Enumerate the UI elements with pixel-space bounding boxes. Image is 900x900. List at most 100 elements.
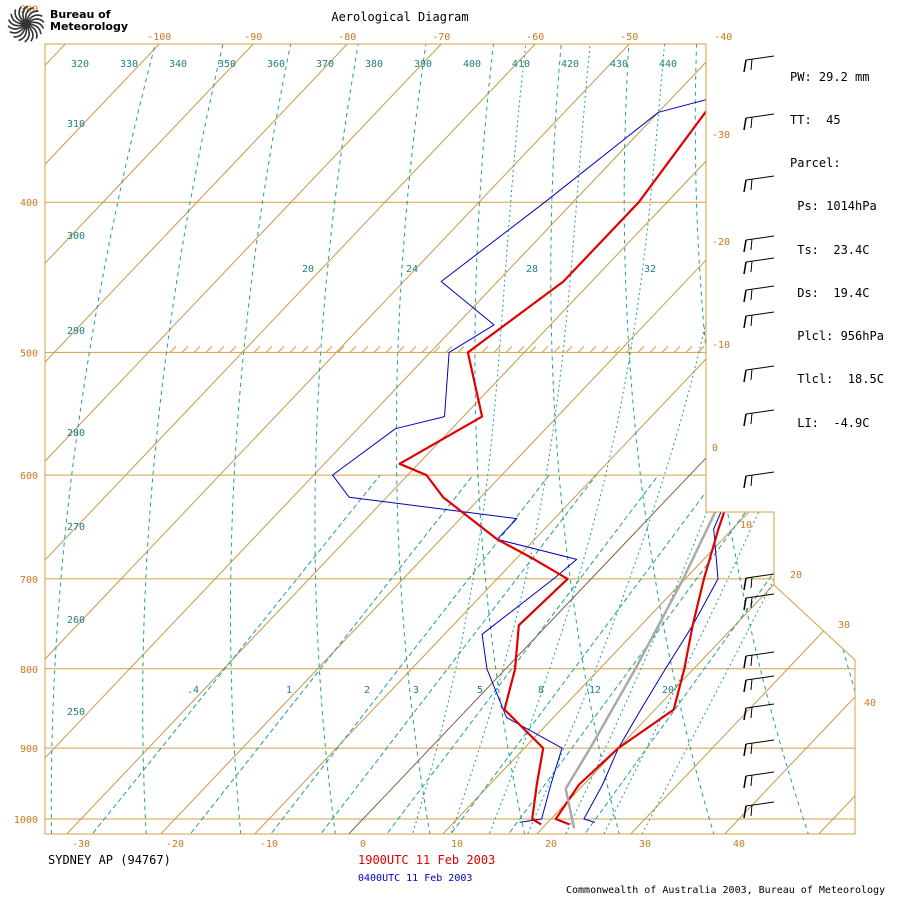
mixing-ratio-line <box>571 474 845 834</box>
wind-barb-flag <box>743 775 747 789</box>
dry-adiabat <box>230 44 565 834</box>
isobar-hatch <box>565 346 573 353</box>
isobar-hatch <box>229 346 237 353</box>
diagram-grid <box>45 44 855 834</box>
mixing-ratio-label: 2 <box>364 685 370 696</box>
sounding-primary-dewpoint <box>398 44 855 826</box>
isotherm <box>237 44 855 834</box>
wind-barb-feather <box>750 774 753 787</box>
isobar-hatch <box>421 346 429 353</box>
temp-label-right: -10 <box>712 340 730 351</box>
temp-label-top: -80 <box>338 32 356 43</box>
wind-barb <box>745 409 775 415</box>
wind-barb-feather <box>750 654 753 667</box>
theta-label: 330 <box>120 59 138 70</box>
wind-barb <box>745 257 775 263</box>
isotherm <box>425 44 855 834</box>
wind-barb-feather <box>750 238 753 251</box>
pressure-label: 900 <box>20 744 38 755</box>
temp-label-right: 20 <box>790 570 802 581</box>
legend-secondary-run: 0400UTC 11 Feb 2003 <box>358 873 473 884</box>
isobar-hatch <box>337 346 345 353</box>
dry-adiabat <box>474 44 706 834</box>
dry-adiabat <box>550 44 754 834</box>
mixing-ratio-line <box>256 474 550 834</box>
temp-label-bottom: 40 <box>733 839 745 850</box>
isobar-hatch <box>325 346 333 353</box>
wind-barb <box>745 311 775 317</box>
wind-barb-flag <box>743 805 747 819</box>
isotherm <box>45 44 855 834</box>
wind-barb-feather <box>750 596 753 609</box>
temp-label-top: -40 <box>714 32 732 43</box>
theta-label: 420 <box>561 59 579 70</box>
copyright-notice: Commonwealth of Australia 2003, Bureau o… <box>566 885 886 896</box>
isobar-hatch <box>169 346 177 353</box>
mixing-ratio-line <box>495 474 774 834</box>
wind-barb <box>745 593 775 599</box>
temp-label-top: -70 <box>432 32 450 43</box>
theta-label: 310 <box>67 119 85 130</box>
logo-swirl <box>25 21 45 29</box>
wind-barb-flag <box>743 261 747 275</box>
wind-barb-flag <box>743 655 747 669</box>
wind-barb <box>745 739 775 745</box>
theta-label: 300 <box>67 231 85 242</box>
theta-label: 340 <box>169 59 187 70</box>
axis-labels: 1000900800700600500400300200-30-20-10010… <box>14 5 876 850</box>
isobar-hatch <box>265 346 273 353</box>
isobar-hatch <box>373 346 381 353</box>
theta-label: 410 <box>512 59 530 70</box>
isobar-hatch <box>505 346 513 353</box>
pressure-label: 1000 <box>14 815 38 826</box>
theta-label: 320 <box>71 59 89 70</box>
isobar-hatch <box>349 346 357 353</box>
mixing-ratio-label: 5 <box>477 685 483 696</box>
wind-barb-feather <box>750 116 753 129</box>
isobar-hatch <box>589 346 597 353</box>
isotherm <box>45 44 855 834</box>
isobar-hatch <box>385 346 393 353</box>
isobar-hatch <box>529 346 537 353</box>
isobar-hatch <box>217 346 225 353</box>
theta-label: 370 <box>316 59 334 70</box>
isobar-hatch <box>289 346 297 353</box>
temp-label-right: -20 <box>712 237 730 248</box>
isobar-hatch <box>493 346 501 353</box>
isobar-hatch <box>601 346 609 353</box>
wind-barb-feather <box>750 368 753 381</box>
temp-label-top: -60 <box>526 32 544 43</box>
param-tlcl: Tlcl: 18.5C <box>790 372 884 387</box>
isotherm <box>45 44 855 834</box>
dry-adiabat <box>623 44 801 834</box>
logo-line-1: Bureau of <box>50 8 111 21</box>
mixing-ratio-line <box>306 474 597 834</box>
wind-barb-flag <box>743 413 747 427</box>
wind-barb-flag <box>743 179 747 193</box>
isobar-hatch <box>577 346 585 353</box>
isobar-hatch <box>733 346 741 353</box>
param-parcel-heading: Parcel: <box>790 156 841 171</box>
isobar-hatch <box>445 346 453 353</box>
isotherm <box>143 44 855 834</box>
wind-barb <box>745 703 775 709</box>
moist-adiabat-label: 20 <box>302 264 314 275</box>
mixing-ratio-line <box>175 474 474 834</box>
mixing-ratio-label: 8 <box>538 685 544 696</box>
isobar-hatch <box>241 346 249 353</box>
param-tt: TT: 45 <box>790 113 841 128</box>
pressure-label: 400 <box>20 198 38 209</box>
wind-barb-feather <box>750 260 753 273</box>
isotherm <box>45 44 855 834</box>
temp-label-bottom: -10 <box>260 839 278 850</box>
isobar-hatch <box>637 346 645 353</box>
isobar-hatch <box>685 346 693 353</box>
wind-barb <box>745 55 775 61</box>
pressure-label: 700 <box>20 575 38 586</box>
wind-barb-flag <box>743 597 747 611</box>
wind-barb-feather <box>750 706 753 719</box>
isobar-hatch <box>433 346 441 353</box>
temp-label-top: -50 <box>620 32 638 43</box>
wind-barb-feather <box>750 288 753 301</box>
param-li: LI: -4.9C <box>790 415 870 430</box>
